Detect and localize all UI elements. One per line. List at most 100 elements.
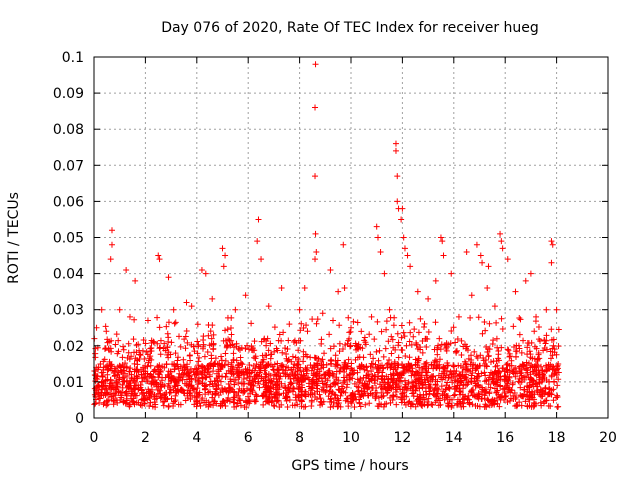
data-point — [161, 398, 168, 405]
data-point — [455, 313, 462, 320]
data-point — [165, 403, 172, 410]
data-point — [256, 384, 263, 391]
data-point — [394, 330, 401, 337]
data-point — [92, 372, 99, 379]
data-point — [468, 378, 475, 385]
data-point — [177, 343, 184, 350]
data-point — [153, 381, 160, 388]
data-point — [404, 252, 411, 259]
data-point — [104, 371, 111, 378]
data-point — [294, 401, 301, 408]
y-tick-label: 0 — [75, 411, 84, 427]
data-point — [368, 368, 375, 375]
data-point — [374, 234, 381, 241]
data-point — [266, 394, 273, 401]
data-point — [425, 329, 432, 336]
data-point — [215, 372, 222, 379]
data-point — [475, 370, 482, 377]
data-point — [126, 368, 133, 375]
data-point — [416, 369, 423, 376]
data-point — [318, 362, 325, 369]
data-point — [138, 378, 145, 385]
data-point — [340, 374, 347, 381]
data-point — [134, 361, 141, 368]
data-point — [345, 398, 352, 405]
data-point — [407, 329, 414, 336]
data-point — [327, 396, 334, 403]
data-point — [381, 270, 388, 277]
data-point — [466, 401, 473, 408]
data-point — [228, 369, 235, 376]
data-point — [493, 395, 500, 402]
data-point — [229, 386, 236, 393]
data-point — [487, 384, 494, 391]
data-point — [271, 371, 278, 378]
data-point — [199, 395, 206, 402]
data-point — [368, 313, 375, 320]
data-point — [401, 377, 408, 384]
data-point — [312, 104, 319, 111]
data-point — [526, 384, 533, 391]
data-point — [445, 374, 452, 381]
data-point — [346, 329, 353, 336]
data-point — [490, 375, 497, 382]
data-point — [527, 376, 534, 383]
data-point — [462, 382, 469, 389]
data-point — [182, 397, 189, 404]
data-point — [458, 337, 465, 344]
data-point — [127, 380, 134, 387]
data-point — [444, 392, 451, 399]
data-point — [225, 361, 232, 368]
data-point — [477, 252, 484, 259]
data-point — [111, 373, 118, 380]
data-point — [135, 399, 142, 406]
data-point — [248, 369, 255, 376]
data-point — [516, 379, 523, 386]
data-point — [409, 390, 416, 397]
data-point — [251, 354, 258, 361]
data-point — [162, 374, 169, 381]
data-point — [335, 386, 342, 393]
data-point — [107, 256, 114, 263]
data-point — [307, 391, 314, 398]
data-point — [327, 388, 334, 395]
data-point — [354, 376, 361, 383]
data-point — [297, 367, 304, 374]
data-point — [156, 345, 163, 352]
data-point — [260, 393, 267, 400]
data-point — [171, 382, 178, 389]
data-point — [444, 379, 451, 386]
data-point — [367, 351, 374, 358]
data-point — [400, 364, 407, 371]
data-point — [486, 320, 493, 327]
data-point — [360, 354, 367, 361]
data-point — [386, 356, 393, 363]
data-point — [403, 393, 410, 400]
data-point — [124, 354, 131, 361]
data-point — [255, 378, 262, 385]
data-point — [335, 403, 342, 410]
x-tick-label: 6 — [244, 430, 253, 446]
data-point — [123, 266, 130, 273]
data-point — [371, 371, 378, 378]
data-point — [307, 385, 314, 392]
data-point — [313, 248, 320, 255]
data-point — [337, 392, 344, 399]
data-point — [526, 348, 533, 355]
data-point — [336, 348, 343, 355]
data-point — [246, 361, 253, 368]
data-point — [342, 389, 349, 396]
data-point — [115, 348, 122, 355]
data-point — [524, 403, 531, 410]
data-point — [361, 382, 368, 389]
data-point — [487, 369, 494, 376]
data-point — [448, 270, 455, 277]
data-point — [316, 375, 323, 382]
data-point — [127, 365, 134, 372]
data-point — [332, 392, 339, 399]
data-point — [418, 401, 425, 408]
data-point — [253, 361, 260, 368]
data-point — [333, 374, 340, 381]
data-point — [161, 393, 168, 400]
data-point — [481, 369, 488, 376]
